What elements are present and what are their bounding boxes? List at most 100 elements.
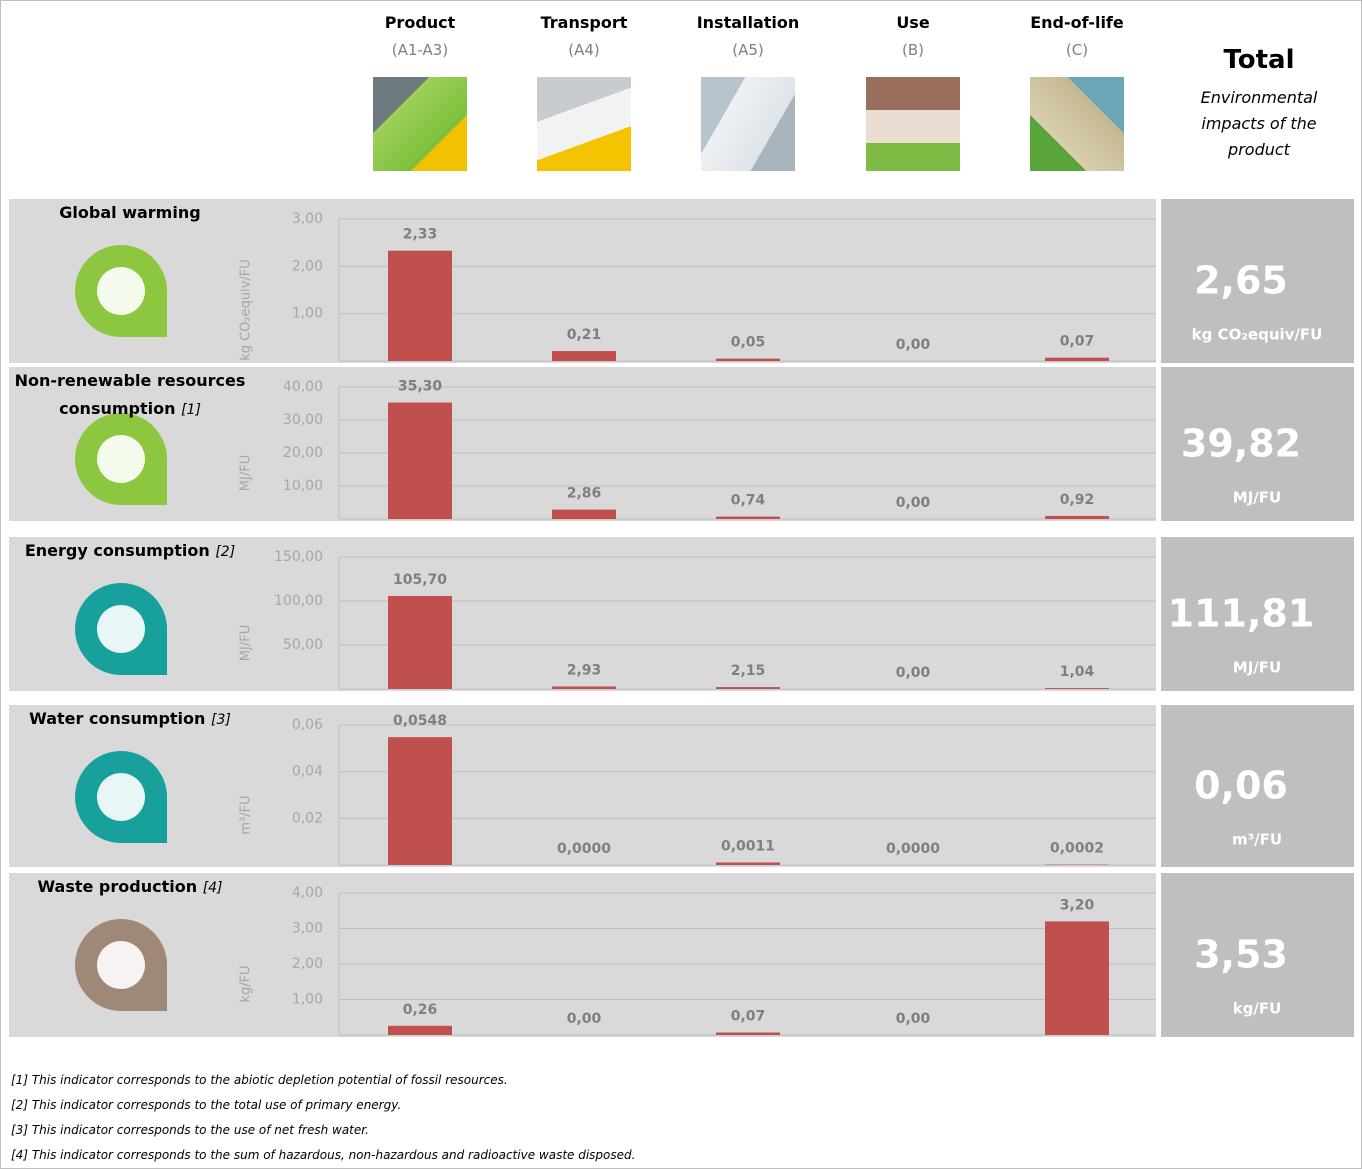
footnote: [3] This indicator corresponds to the us… xyxy=(11,1123,369,1137)
stage-code: (A1-A3) xyxy=(338,41,502,59)
bar xyxy=(716,1033,780,1035)
value-label: 0,0000 xyxy=(557,841,611,857)
total-value: 2,65 xyxy=(1194,259,1288,303)
y-tick-label: 150,00 xyxy=(274,549,323,565)
stage-name: Transport xyxy=(502,13,666,37)
value-label: 2,86 xyxy=(567,486,602,502)
y-tick-label: 0,06 xyxy=(292,717,323,733)
bar xyxy=(716,862,780,865)
title-text: Non-renewable resources consumption xyxy=(15,371,246,418)
value-label: 2,15 xyxy=(731,663,766,679)
value-label: 105,70 xyxy=(393,572,447,588)
bar xyxy=(388,251,452,361)
total-title: Total xyxy=(1171,45,1347,75)
total-unit: MJ/FU xyxy=(1233,489,1281,507)
stage-name: Use xyxy=(831,13,995,37)
chart-canvas: kg CO₂equiv/FU1,002,003,002,330,210,050,… xyxy=(1,1,1361,1168)
bar xyxy=(388,596,452,689)
total-value: 39,82 xyxy=(1181,422,1301,466)
stage-header: End-of-life (C) xyxy=(995,13,1159,171)
value-label: 0,07 xyxy=(1060,334,1095,350)
y-axis-label: MJ/FU xyxy=(239,625,254,661)
page: kg CO₂equiv/FU1,002,003,002,330,210,050,… xyxy=(0,0,1362,1169)
value-label: 0,00 xyxy=(567,1011,602,1027)
value-label: 0,0002 xyxy=(1050,841,1104,857)
stage-image xyxy=(701,77,795,171)
value-label: 0,21 xyxy=(567,327,602,343)
stage-image xyxy=(373,77,467,171)
stage-name: Installation xyxy=(666,13,830,37)
y-tick-label: 50,00 xyxy=(283,637,323,653)
value-label: 0,92 xyxy=(1060,492,1095,508)
title-note: [3] xyxy=(211,712,231,728)
y-tick-label: 0,02 xyxy=(292,810,323,826)
y-tick-label: 2,00 xyxy=(292,956,323,972)
bar xyxy=(1045,516,1109,519)
value-label: 0,00 xyxy=(896,337,931,353)
icon-glyph xyxy=(97,605,145,653)
footnote: [1] This indicator corresponds to the ab… xyxy=(11,1073,508,1087)
icon-glyph xyxy=(97,773,145,821)
stage-code: (A5) xyxy=(666,41,830,59)
stage-image xyxy=(1030,77,1124,171)
bar xyxy=(1045,358,1109,361)
value-label: 2,93 xyxy=(567,662,602,678)
y-axis-label: m³/FU xyxy=(239,795,254,834)
y-tick-label: 2,00 xyxy=(292,258,323,274)
stage-name: Product xyxy=(338,13,502,37)
y-axis-label: kg/FU xyxy=(239,965,254,1002)
stage-header: Use (B) xyxy=(831,13,995,171)
total-value: 0,06 xyxy=(1194,764,1288,808)
total-value: 3,53 xyxy=(1194,933,1288,977)
y-tick-label: 3,00 xyxy=(292,921,323,937)
bar xyxy=(716,359,780,361)
y-tick-label: 40,00 xyxy=(283,379,323,395)
stage-header: Installation (A5) xyxy=(666,13,830,171)
stage-image xyxy=(537,77,631,171)
y-tick-label: 30,00 xyxy=(283,412,323,428)
value-label: 0,26 xyxy=(403,1002,438,1018)
stage-header: Transport (A4) xyxy=(502,13,666,171)
stage-name: End-of-life xyxy=(995,13,1159,37)
stage-image xyxy=(866,77,960,171)
y-tick-label: 1,00 xyxy=(292,306,323,322)
stage-code: (C) xyxy=(995,41,1159,59)
icon-glyph xyxy=(97,267,145,315)
total-unit: kg CO₂equiv/FU xyxy=(1192,326,1323,344)
value-label: 0,0000 xyxy=(886,841,940,857)
bar xyxy=(552,510,616,519)
total-unit: kg/FU xyxy=(1233,1000,1282,1018)
y-axis-label: kg CO₂equiv/FU xyxy=(239,259,254,361)
stage-header: Product (A1-A3) xyxy=(338,13,502,171)
title-text: Energy consumption xyxy=(25,541,210,560)
total-unit: m³/FU xyxy=(1232,831,1282,849)
title-text: Water consumption xyxy=(29,709,205,728)
indicator-title: Energy consumption [2] xyxy=(5,537,255,566)
icon-glyph xyxy=(97,435,145,483)
bar xyxy=(388,403,452,519)
bar xyxy=(388,1026,452,1035)
y-tick-label: 1,00 xyxy=(292,992,323,1008)
y-tick-label: 20,00 xyxy=(283,445,323,461)
total-subtitle: Environmental impacts of the product xyxy=(1181,85,1337,163)
y-tick-label: 4,00 xyxy=(292,885,323,901)
bar xyxy=(716,517,780,519)
value-label: 0,07 xyxy=(731,1009,766,1025)
total-value: 111,81 xyxy=(1168,592,1315,636)
footnote: [4] This indicator corresponds to the su… xyxy=(11,1148,635,1162)
indicator-title: Non-renewable resources consumption [1] xyxy=(5,367,255,424)
value-label: 1,04 xyxy=(1060,664,1095,680)
bar xyxy=(716,687,780,689)
value-label: 0,0548 xyxy=(393,713,447,729)
bar xyxy=(1045,921,1109,1035)
title-note: [1] xyxy=(181,402,201,418)
y-axis-label: MJ/FU xyxy=(239,455,254,491)
y-tick-label: 3,00 xyxy=(292,211,323,227)
indicator-title: Water consumption [3] xyxy=(5,705,255,734)
value-label: 0,00 xyxy=(896,665,931,681)
bar xyxy=(552,686,616,689)
y-tick-label: 10,00 xyxy=(283,478,323,494)
value-label: 0,0011 xyxy=(721,838,775,854)
indicator-title: Waste production [4] xyxy=(5,873,255,902)
bar xyxy=(552,351,616,361)
